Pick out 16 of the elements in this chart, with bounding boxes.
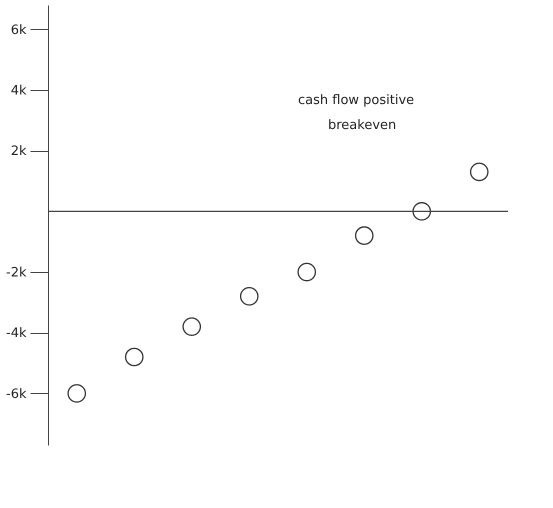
point [354, 226, 374, 245]
y-tick-label: 4k [10, 83, 27, 98]
point [297, 262, 316, 282]
y-tick-label: 6k [10, 22, 27, 38]
point [124, 348, 144, 366]
y-tick-label: 2k [10, 144, 27, 160]
y-tick-label: -4k [6, 326, 27, 342]
y-tick-label: -2k [6, 266, 27, 281]
point [240, 287, 259, 306]
y-tick-label: -6k [6, 386, 27, 402]
annotation: breakeven [328, 118, 396, 133]
point [470, 162, 489, 182]
annotation: cash flow positive [298, 93, 414, 108]
point [67, 384, 86, 403]
point [412, 202, 432, 221]
point [182, 317, 202, 336]
